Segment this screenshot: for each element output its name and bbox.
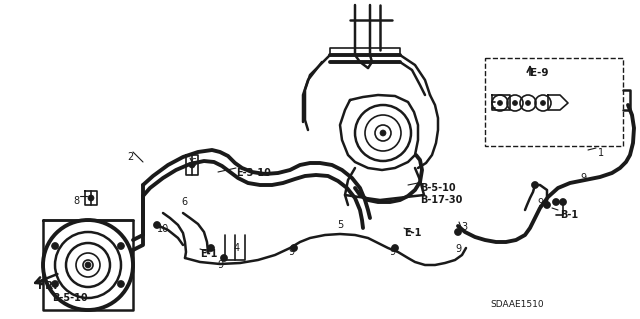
Circle shape [85, 262, 91, 268]
Text: E-1: E-1 [200, 249, 218, 259]
Circle shape [552, 198, 559, 205]
Circle shape [117, 242, 124, 249]
Circle shape [541, 100, 545, 106]
Text: 9: 9 [288, 247, 294, 257]
Text: B-5-10: B-5-10 [420, 183, 456, 193]
Circle shape [154, 221, 161, 228]
Circle shape [559, 198, 566, 205]
Circle shape [525, 100, 531, 106]
Circle shape [117, 280, 124, 287]
Text: E-3-10: E-3-10 [236, 168, 271, 178]
Text: 10: 10 [157, 224, 169, 234]
Circle shape [513, 100, 518, 106]
Text: SDAAE1510: SDAAE1510 [490, 300, 543, 309]
Circle shape [291, 244, 298, 251]
Circle shape [221, 255, 227, 262]
Text: 4: 4 [234, 243, 240, 253]
Text: 2: 2 [127, 152, 133, 162]
Text: 7: 7 [530, 183, 536, 193]
Circle shape [52, 242, 59, 249]
Text: 5: 5 [337, 220, 343, 230]
Text: FR.: FR. [38, 281, 58, 291]
Bar [485, 58, 623, 146]
Text: E-9: E-9 [530, 68, 548, 78]
Circle shape [497, 100, 502, 106]
Text: 9: 9 [455, 244, 461, 254]
Text: B-17-30: B-17-30 [420, 195, 462, 205]
Text: 9: 9 [537, 198, 543, 208]
Circle shape [189, 162, 195, 168]
Circle shape [454, 228, 461, 235]
Circle shape [52, 280, 59, 287]
Circle shape [207, 244, 214, 251]
Text: 9: 9 [390, 247, 396, 257]
Text: B-5-10: B-5-10 [52, 293, 88, 303]
Text: 9: 9 [580, 173, 586, 183]
Circle shape [88, 195, 94, 201]
Circle shape [531, 182, 538, 189]
Text: E-1: E-1 [404, 228, 421, 238]
Text: 3: 3 [461, 222, 467, 232]
Circle shape [543, 202, 550, 209]
Text: 6: 6 [182, 197, 188, 207]
Circle shape [392, 244, 399, 251]
Text: 9: 9 [218, 260, 224, 270]
Text: 1: 1 [598, 148, 604, 158]
Text: 6: 6 [190, 158, 196, 168]
Text: B-1: B-1 [560, 210, 578, 220]
Circle shape [380, 130, 386, 136]
Text: 8: 8 [74, 196, 80, 206]
